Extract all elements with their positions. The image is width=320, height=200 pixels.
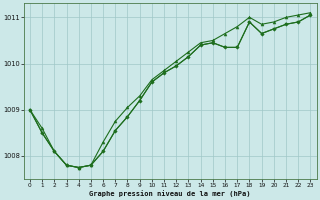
X-axis label: Graphe pression niveau de la mer (hPa): Graphe pression niveau de la mer (hPa) xyxy=(89,190,251,197)
